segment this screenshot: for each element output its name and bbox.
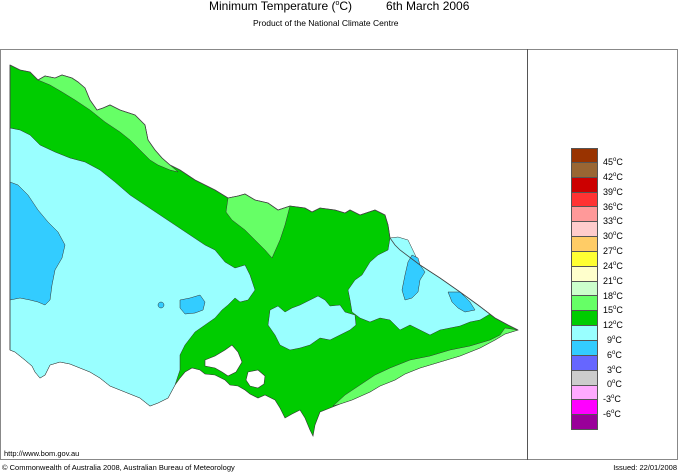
- legend-color-scale: [571, 148, 598, 431]
- subtitle: Product of the National Climate Centre: [253, 18, 399, 28]
- zone-9-12-central: [267, 295, 357, 351]
- legend-swatch: [571, 192, 598, 208]
- legend-label: -6oC: [603, 409, 621, 419]
- legend-label: 42oC: [603, 172, 623, 182]
- legend-swatch: [571, 415, 598, 431]
- legend-label: 9oC: [607, 335, 622, 345]
- legend-label: 3oC: [607, 365, 622, 375]
- legend-label: 18oC: [603, 291, 623, 301]
- legend-label: 36oC: [603, 202, 623, 212]
- state-border-north: [9, 64, 519, 331]
- legend-label: 15oC: [603, 305, 623, 315]
- legend-label: 33oC: [603, 216, 623, 226]
- zone-6-9-dot: [157, 301, 165, 309]
- legend-swatch: [571, 355, 598, 371]
- legend-label: 0oC: [607, 379, 622, 389]
- legend-swatch: [571, 370, 598, 386]
- legend-swatch: [571, 340, 598, 356]
- legend-swatch: [571, 222, 598, 238]
- legend-label: 24oC: [603, 261, 623, 271]
- zone-6-9-west: [9, 181, 66, 306]
- legend-swatch: [571, 296, 598, 312]
- legend-swatch: [571, 266, 598, 282]
- chart-title: Minimum Temperature (oC) 6th March 2006: [0, 0, 680, 20]
- zone-6-9-central: [179, 294, 206, 315]
- legend-label: 6oC: [607, 350, 622, 360]
- issued-date: Issued: 22/01/2008: [613, 463, 677, 472]
- legend-swatch: [571, 326, 598, 341]
- zone-9-12-west: [9, 127, 256, 407]
- port-phillip-bay: [204, 344, 243, 377]
- zone-15-18-southeast: [332, 327, 519, 407]
- legend-swatch: [571, 162, 598, 178]
- legend-label: 21oC: [603, 276, 623, 286]
- title-date: 6th March 2006: [386, 0, 470, 13]
- zone-6-9-east-1: [401, 254, 426, 301]
- western-port: [245, 369, 266, 389]
- legend-swatch: [571, 251, 598, 267]
- copyright-text: © Commonwealth of Australia 2008, Austra…: [2, 463, 235, 472]
- legend-label: 39oC: [603, 187, 623, 197]
- legend-swatch: [571, 177, 598, 193]
- legend-swatch: [571, 237, 598, 252]
- legend-label: 12oC: [603, 320, 623, 330]
- legend-swatch: [571, 148, 598, 163]
- frame-divider: [527, 49, 528, 460]
- legend-swatch: [571, 281, 598, 297]
- map-frame: [0, 49, 678, 460]
- legend-swatch: [571, 400, 598, 416]
- legend-label: 27oC: [603, 246, 623, 256]
- legend-swatch: [571, 207, 598, 223]
- legend-label: -3oC: [603, 394, 621, 404]
- legend-swatch: [571, 311, 598, 327]
- legend-label: 45oC: [603, 157, 623, 167]
- title-text: Minimum Temperature (oC): [209, 0, 353, 13]
- legend-swatch: [571, 385, 598, 401]
- victoria-temperature-map: [9, 64, 519, 437]
- legend-label: 30oC: [603, 231, 623, 241]
- bom-url: http://www.bom.gov.au: [4, 449, 80, 458]
